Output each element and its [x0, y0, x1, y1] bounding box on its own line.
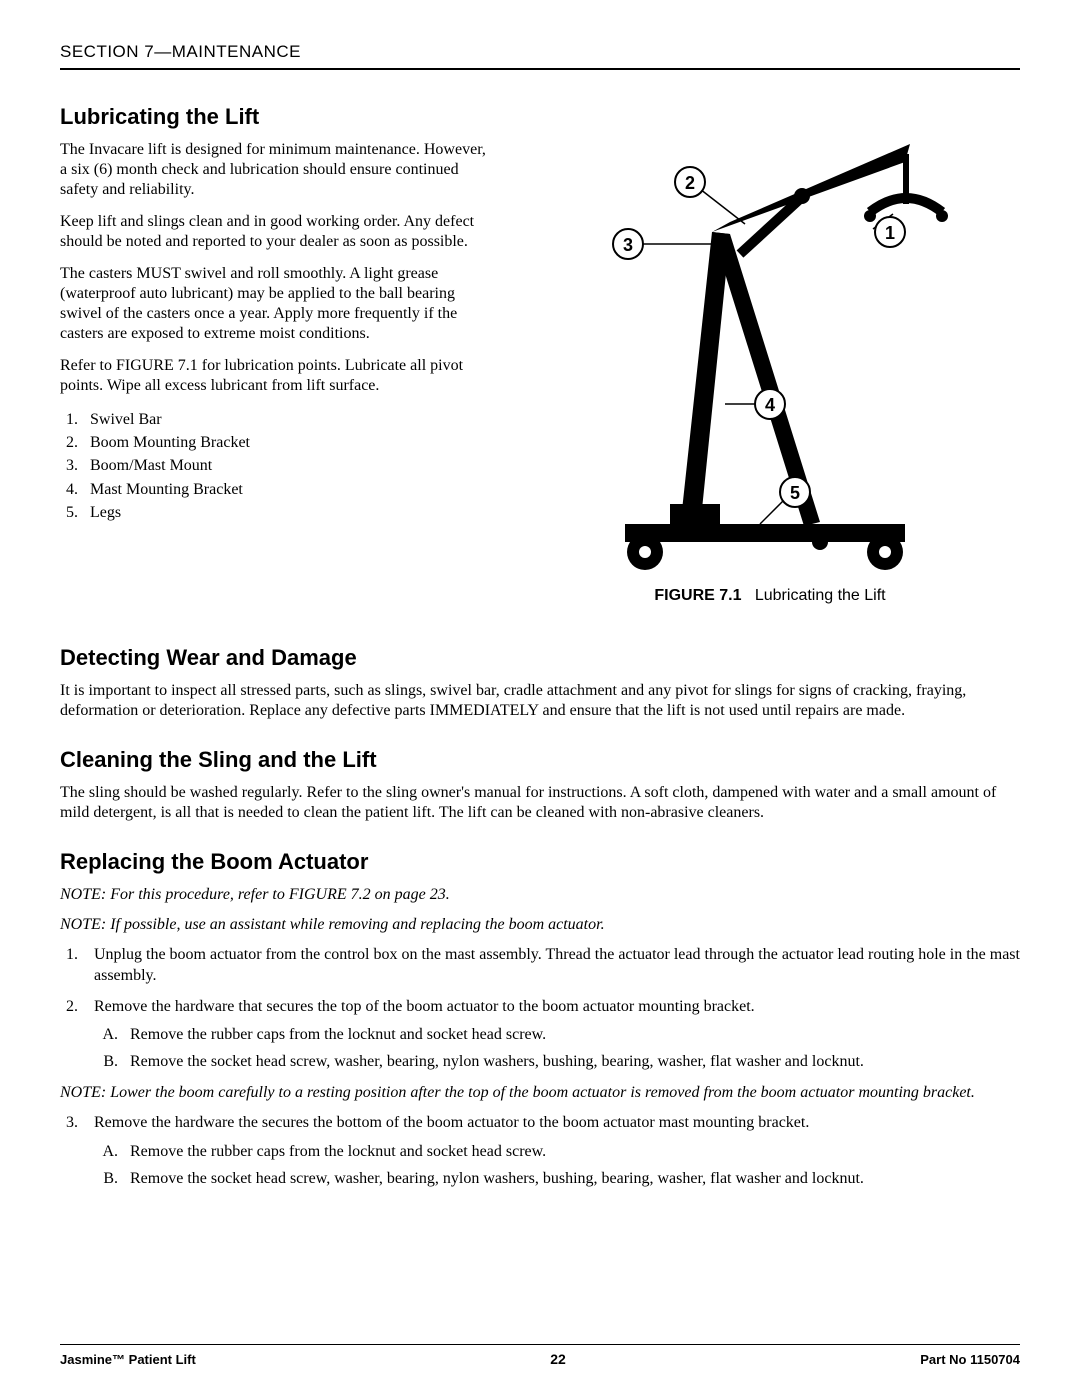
- lubricating-p2: Keep lift and slings clean and in good w…: [60, 212, 490, 252]
- list-item: Mast Mounting Bracket: [82, 478, 490, 501]
- callout-4-label: 4: [765, 395, 775, 415]
- wear-section: Detecting Wear and Damage It is importan…: [60, 645, 1020, 721]
- callout-5-label: 5: [790, 483, 800, 503]
- list-item: Swivel Bar: [82, 408, 490, 431]
- footer-right: Part No 1150704: [920, 1352, 1020, 1367]
- list-item: Legs: [82, 501, 490, 524]
- step-3-text: Remove the hardware the secures the bott…: [94, 1114, 809, 1131]
- footer-left: Jasmine™ Patient Lift: [60, 1352, 196, 1367]
- lubrication-points-list: Swivel Bar Boom Mounting Bracket Boom/Ma…: [60, 408, 490, 524]
- callout-1-label: 1: [885, 223, 895, 243]
- lubricating-heading: Lubricating the Lift: [60, 104, 490, 130]
- replacing-section: Replacing the Boom Actuator NOTE: For th…: [60, 849, 1020, 1189]
- figure-caption: FIGURE 7.1 Lubricating the Lift: [520, 587, 1020, 605]
- step-2-text: Remove the hardware that secures the top…: [94, 998, 755, 1015]
- callout-3: 3: [613, 229, 643, 259]
- step-3: Remove the hardware the secures the bott…: [82, 1113, 1020, 1189]
- callout-2: 2: [675, 167, 705, 197]
- replacing-note2: NOTE: If possible, use an assistant whil…: [60, 915, 1020, 935]
- callout-2-label: 2: [685, 173, 695, 193]
- list-item: Boom Mounting Bracket: [82, 431, 490, 454]
- figure-caption-text: Lubricating the Lift: [755, 587, 886, 604]
- list-item: Boom/Mast Mount: [82, 454, 490, 477]
- lubricating-p1: The Invacare lift is designed for minimu…: [60, 140, 490, 200]
- step-3a: Remove the rubber caps from the locknut …: [122, 1142, 1020, 1163]
- callout-5: 5: [780, 477, 810, 507]
- figure-7-1: 1 2 3 4 5 FIG: [520, 104, 1020, 605]
- step-1: Unplug the boom actuator from the contro…: [82, 945, 1020, 987]
- replacing-steps: Unplug the boom actuator from the contro…: [60, 945, 1020, 1073]
- cleaning-heading: Cleaning the Sling and the Lift: [60, 747, 1020, 773]
- page-footer: Jasmine™ Patient Lift 22 Part No 1150704: [60, 1344, 1020, 1367]
- section-header: SECTION 7—MAINTENANCE: [60, 42, 1020, 70]
- cleaning-section: Cleaning the Sling and the Lift The slin…: [60, 747, 1020, 823]
- lubricating-section-row: Lubricating the Lift The Invacare lift i…: [60, 104, 1020, 605]
- replacing-heading: Replacing the Boom Actuator: [60, 849, 1020, 875]
- step-2: Remove the hardware that secures the top…: [82, 997, 1020, 1073]
- cleaning-p1: The sling should be washed regularly. Re…: [60, 783, 1020, 823]
- figure-col: 1 2 3 4 5 FIG: [520, 104, 1020, 605]
- figure-label: FIGURE 7.1: [654, 587, 741, 604]
- wear-p1: It is important to inspect all stressed …: [60, 681, 1020, 721]
- callout-1: 1: [875, 217, 905, 247]
- lift-diagram-svg: 1 2 3 4 5: [570, 104, 970, 574]
- step-2a: Remove the rubber caps from the locknut …: [122, 1025, 1020, 1046]
- replacing-steps-cont: Remove the hardware the secures the bott…: [60, 1113, 1020, 1189]
- page-number: 22: [550, 1351, 566, 1367]
- replacing-note1: NOTE: For this procedure, refer to FIGUR…: [60, 885, 1020, 905]
- lubricating-p3: The casters MUST swivel and roll smoothl…: [60, 264, 490, 344]
- callout-4: 4: [755, 389, 785, 419]
- step-2b: Remove the socket head screw, washer, be…: [122, 1052, 1020, 1073]
- wear-heading: Detecting Wear and Damage: [60, 645, 1020, 671]
- lubricating-text-col: Lubricating the Lift The Invacare lift i…: [60, 104, 490, 524]
- callout-3-label: 3: [623, 235, 633, 255]
- step-3b: Remove the socket head screw, washer, be…: [122, 1169, 1020, 1190]
- lubricating-p4: Refer to FIGURE 7.1 for lubrication poin…: [60, 356, 490, 396]
- replacing-note3: NOTE: Lower the boom carefully to a rest…: [60, 1083, 1020, 1103]
- step-2-substeps: Remove the rubber caps from the locknut …: [94, 1025, 1020, 1073]
- step-3-substeps: Remove the rubber caps from the locknut …: [94, 1142, 1020, 1190]
